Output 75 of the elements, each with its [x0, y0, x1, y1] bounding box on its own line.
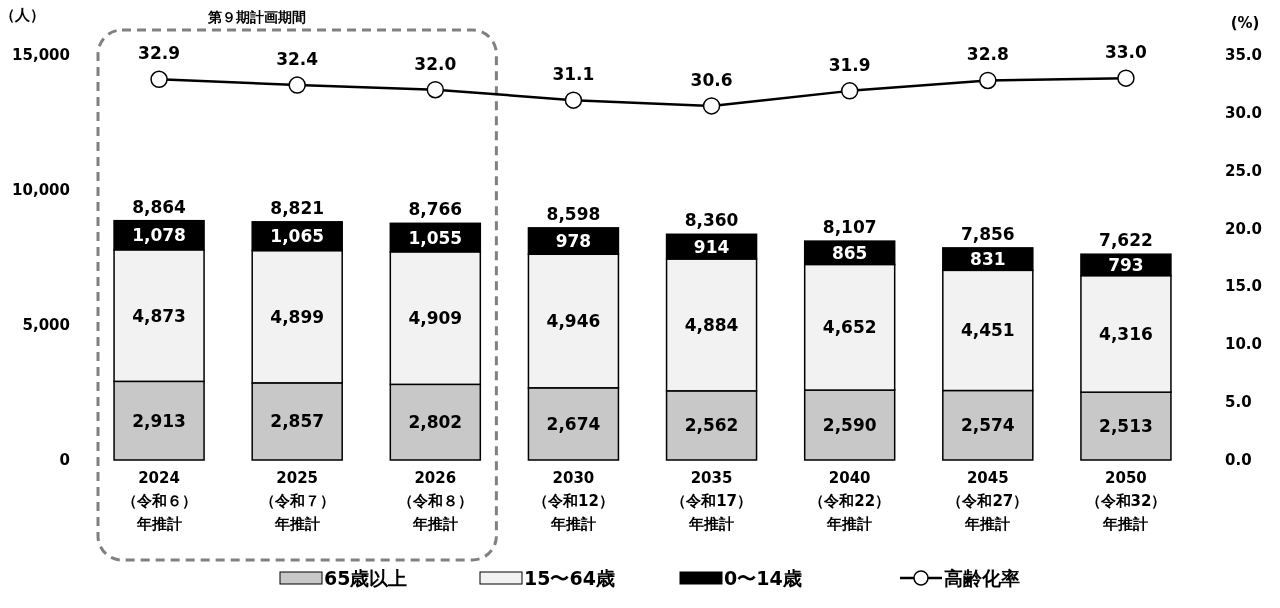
y-axis-title: （人）	[0, 6, 45, 24]
total-label: 8,107	[822, 217, 877, 238]
point	[979, 71, 997, 90]
y-tick-label: 15,000	[12, 46, 70, 64]
y2-tick-label: 30.0	[1225, 103, 1263, 122]
point	[702, 97, 721, 115]
data-label: 1,055	[408, 227, 463, 248]
x-tick-label: 2024 （令和６）年推計	[121, 469, 197, 533]
data-label: 2,674	[546, 413, 601, 434]
y-tick-label: 5,000	[22, 316, 70, 334]
data-label: 32.9	[138, 43, 181, 64]
x-tick-label: 2045 （令和27）年推計	[947, 469, 1029, 533]
y2-tick-label: 5.0	[1225, 393, 1252, 412]
x-tick-label: 2050 （令和32）年推計	[1085, 469, 1167, 533]
data-label: 914	[693, 236, 730, 257]
point	[1117, 69, 1135, 87]
point	[426, 80, 445, 99]
data-label: 2,562	[684, 415, 739, 436]
data-label: 2,802	[408, 412, 463, 433]
data-label: 31.9	[828, 54, 871, 75]
x-tick-label: 2025 （令和７）年推計	[259, 469, 335, 533]
point	[288, 76, 306, 94]
total-label: 8,864	[132, 196, 187, 217]
total-label: 7,856	[960, 223, 1015, 244]
data-label: 4,946	[546, 311, 601, 332]
data-label: 4,873	[132, 305, 186, 326]
point	[150, 70, 168, 89]
point	[840, 82, 859, 100]
legend-label: 65歳以上	[324, 567, 408, 589]
y2-tick-label: 0.0	[1225, 451, 1252, 469]
data-label: 865	[831, 242, 868, 263]
total-label: 8,821	[270, 197, 325, 218]
y2-tick-label: 20.0	[1225, 219, 1263, 238]
data-label: 31.1	[552, 64, 595, 85]
y2-tick-label: 15.0	[1225, 277, 1263, 296]
y2-tick-label: 10.0	[1225, 335, 1263, 354]
total-label: 8,598	[546, 203, 601, 224]
legend-label: 高齢化率	[944, 567, 1020, 589]
text: 第９期計画期間	[207, 9, 307, 25]
y2-axis-title: (%)	[1230, 14, 1260, 32]
data-label: 2,913	[132, 410, 186, 431]
data-label: 4,884	[684, 314, 739, 335]
x-tick-label: 2030 （令和12）年推計	[533, 469, 614, 533]
data-label: 831	[970, 249, 1006, 270]
x-tick-label: 2035 （令和17）年推計	[671, 469, 752, 533]
data-label: 978	[555, 231, 592, 252]
legend-label: 15〜64歳	[524, 567, 615, 589]
data-label: 793	[1108, 254, 1144, 275]
data-label: 2,574	[960, 415, 1015, 436]
data-label: 4,316	[1099, 323, 1153, 344]
data-label: 4,909	[408, 308, 463, 329]
y-tick-label: 10,000	[12, 181, 70, 199]
data-label: 4,899	[270, 306, 325, 327]
x-tick-label: 2040 （令和22）年推計	[809, 469, 891, 533]
data-label: 4,652	[822, 317, 877, 338]
x-tick-label: 2026 （令和８）年推計	[397, 469, 473, 533]
total-label: 8,360	[684, 210, 739, 231]
data-label: 1,078	[132, 225, 186, 246]
y2-tick-label: 35.0	[1225, 46, 1263, 64]
data-label: 2,857	[270, 411, 325, 432]
y2-tick-label: 25.0	[1225, 161, 1263, 180]
data-label: 32.4	[276, 49, 319, 70]
data-label: 2,590	[822, 415, 877, 436]
data-label: 32.0	[414, 53, 457, 74]
point	[564, 91, 583, 109]
data-label: 32.8	[966, 44, 1009, 65]
y-tick-label: 0	[59, 451, 70, 469]
data-label: 2,513	[1099, 416, 1153, 437]
total-label: 7,622	[1099, 230, 1153, 251]
total-label: 8,766	[408, 199, 463, 220]
data-label: 30.6	[690, 69, 733, 90]
data-label: 4,451	[960, 320, 1015, 341]
legend-label: 0〜14歳	[724, 567, 802, 589]
data-label: 33.0	[1104, 42, 1148, 63]
data-label: 1,065	[270, 226, 325, 247]
